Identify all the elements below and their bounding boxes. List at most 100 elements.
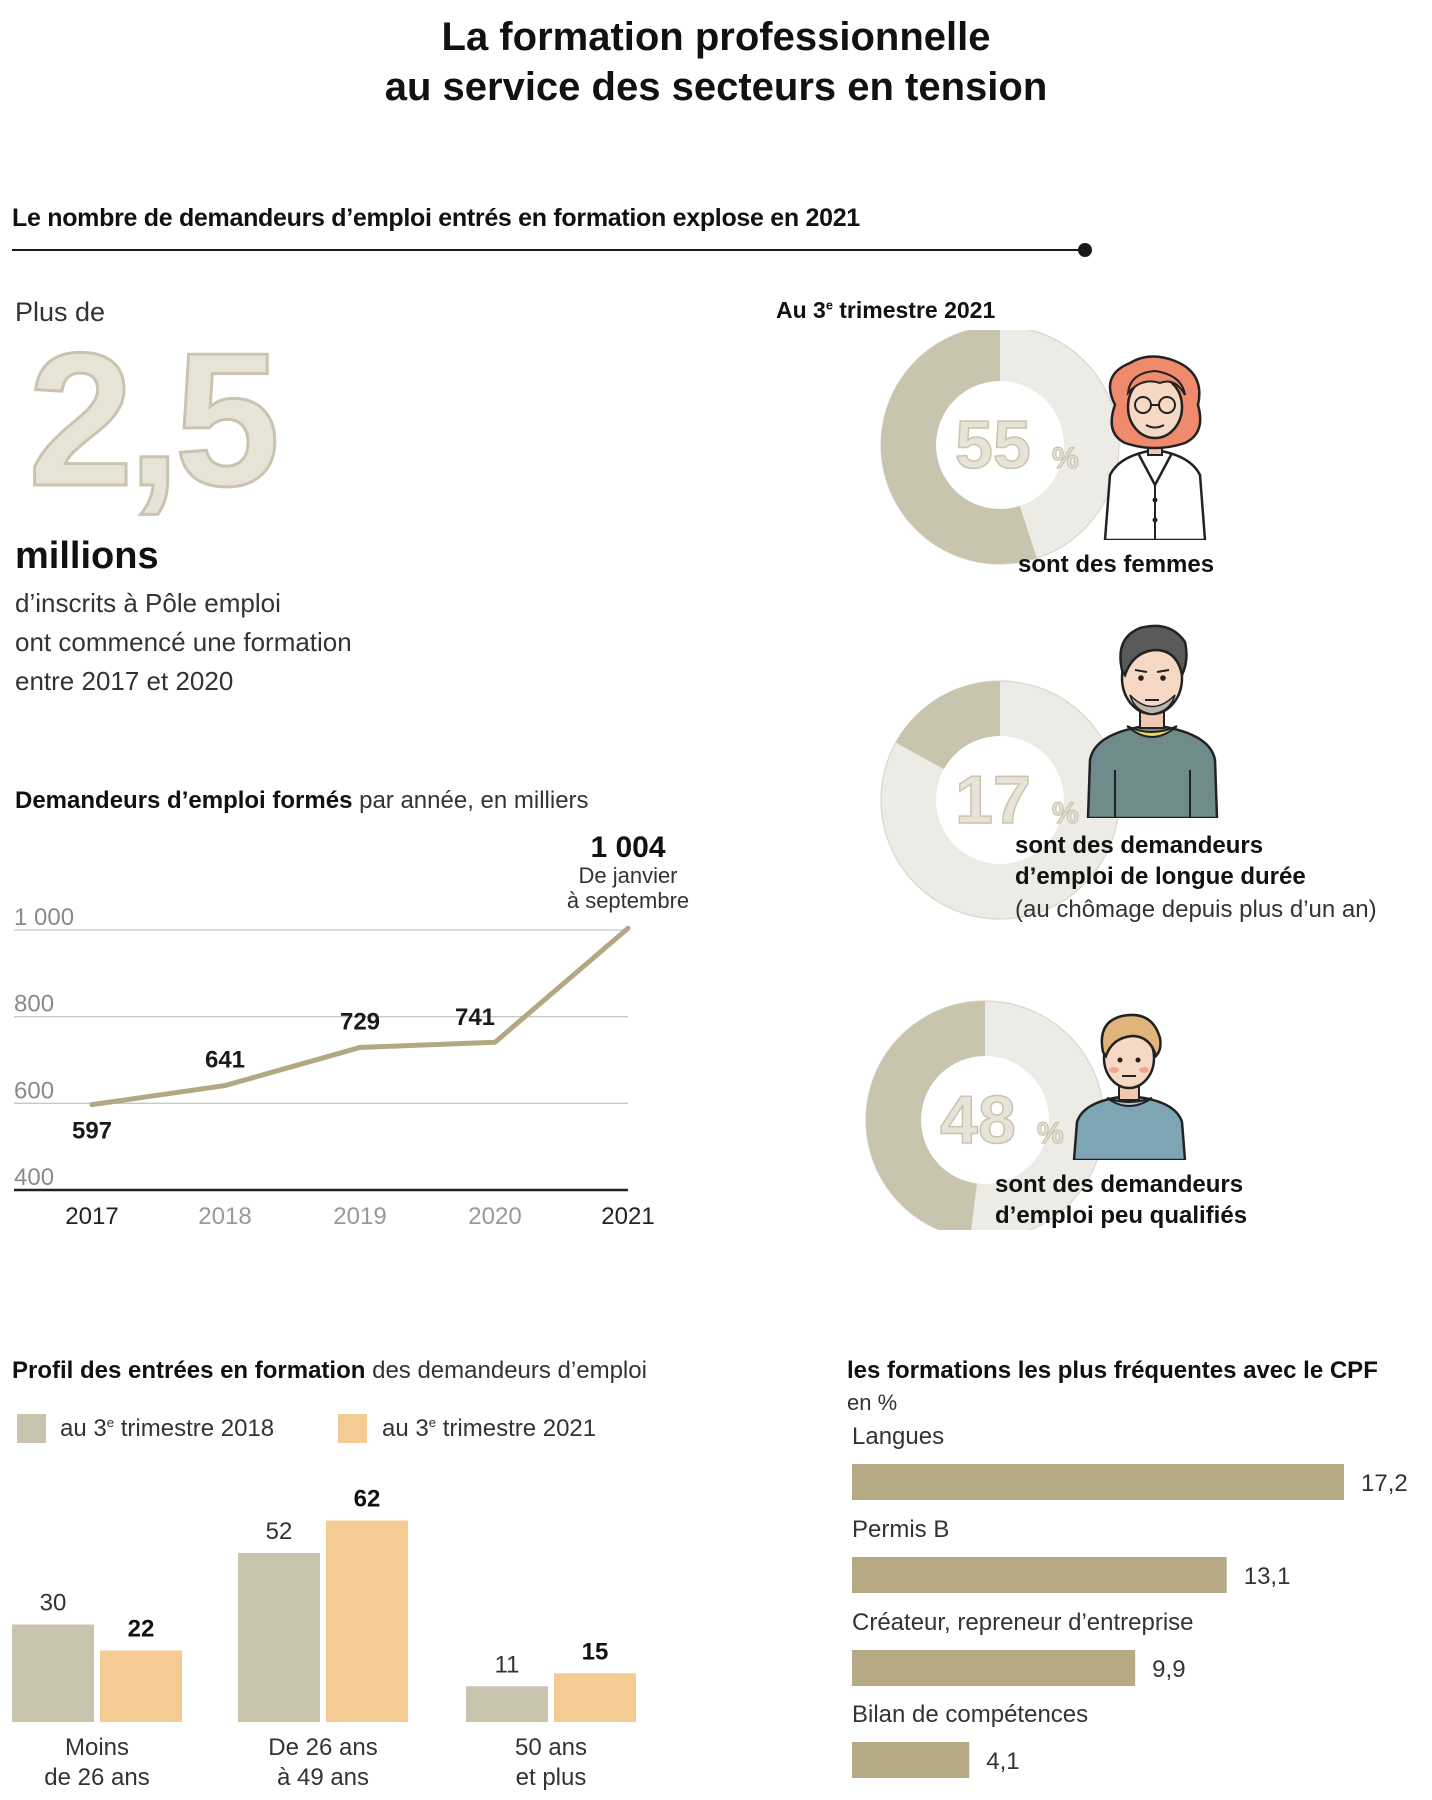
legend-2021-rest: trimestre 2021 <box>436 1415 597 1442</box>
bar-value-2-series-2: 62 <box>354 1486 381 1513</box>
bar-3-series-2 <box>554 1673 636 1722</box>
title-line-1: La formation professionnelle <box>441 15 991 59</box>
donut-2-caption-sub: (au chômage depuis plus d’un an) <box>1015 896 1377 923</box>
legend-label-2018: au 3e trimestre 2018 <box>60 1415 274 1443</box>
x-tick-label-2017: 2017 <box>65 1203 118 1230</box>
donut-heading: Au 3e trimestre 2021 <box>776 297 995 324</box>
cpf-value-4: 4,1 <box>986 1748 1019 1775</box>
annotation-line-1: De janvier <box>578 863 677 888</box>
section-heading: Le nombre de demandeurs d’emploi entrés … <box>12 204 860 232</box>
cpf-bar-2 <box>852 1557 1227 1593</box>
donut-1-slice <box>881 330 1037 564</box>
donut-1-value: 55 <box>955 407 1031 483</box>
donut-3-value: 48 <box>940 1082 1016 1158</box>
donut-2-slice <box>895 681 1000 770</box>
cpf-label-4: Bilan de compétences <box>852 1701 1089 1728</box>
headline-unit: millions <box>15 535 159 577</box>
line-chart-title: Demandeurs d’emploi formés par année, en… <box>15 787 589 815</box>
category-label-3-line-1: 50 ans <box>515 1734 587 1761</box>
man-low-qualified-illustration-icon <box>1072 1013 1187 1160</box>
line-point-2017 <box>89 1102 95 1108</box>
value-label-2021: 1 004 <box>590 831 665 864</box>
cpf-label-1: Langues <box>852 1423 945 1450</box>
legend-2018-sup: e <box>106 1415 115 1430</box>
donut-3-caption-line-1: sont des demandeurs <box>995 1171 1243 1198</box>
line-point-2018 <box>222 1083 228 1088</box>
y-tick-label-800: 800 <box>14 991 54 1018</box>
x-tick-label-2019: 2019 <box>333 1203 386 1230</box>
category-label-1-line-1: Moins <box>65 1734 129 1761</box>
donut-1-unit: % <box>1052 442 1079 475</box>
legend-2021-sup: e <box>428 1415 437 1430</box>
legend-2018-rest: trimestre 2018 <box>114 1415 275 1442</box>
value-label-2017: 597 <box>72 1118 112 1145</box>
bar-value-3-series-2: 15 <box>582 1638 609 1665</box>
bar-1-series-2 <box>100 1650 182 1722</box>
line-point-2019 <box>357 1045 363 1050</box>
y-tick-label-1000: 1 000 <box>14 904 74 931</box>
bar-value-2-series-1: 52 <box>266 1518 293 1545</box>
cpf-value-3: 9,9 <box>1152 1656 1185 1683</box>
donut-3-caption-line-2: d’emploi peu qualifiés <box>995 1202 1247 1229</box>
profile-chart-title-bold: Profil des entrées en formation <box>12 1357 366 1384</box>
y-tick-label-600: 600 <box>14 1077 54 1104</box>
donut-heading-sup: e <box>825 298 833 313</box>
donut-heading-rest: trimestre 2021 <box>832 297 996 323</box>
bar-value-3-series-1: 11 <box>495 1651 520 1678</box>
bar-3-series-1 <box>466 1686 548 1722</box>
donut-3-slice <box>866 1001 985 1230</box>
bar-value-1-series-2: 22 <box>128 1616 155 1643</box>
cpf-bar-3 <box>852 1650 1136 1686</box>
profile-bar-chart: 30 22 Moins de 26 ans 52 62 De 26 ans à 49 ans 1… <box>12 1486 636 1790</box>
donut-2-caption-line-1: sont des demandeurs <box>1015 832 1263 859</box>
cpf-chart-subtitle: en % <box>847 1390 898 1415</box>
cpf-chart-title: les formations les plus fréquentes avec … <box>847 1357 1378 1384</box>
x-tick-label-2021: 2021 <box>601 1203 654 1230</box>
section-rule-dot <box>1078 243 1092 257</box>
value-label-2019: 729 <box>340 1008 380 1035</box>
cpf-bar-chart: 17,2 13,1 9,9 4,1 <box>852 1464 1408 1778</box>
line-chart: 400 600 800 1 000 2017 2018 2019 2020 2021 597 641… <box>14 831 689 1230</box>
cpf-label-3: Créateur, repreneur d’entreprise <box>852 1609 1194 1636</box>
legend-label-2021: au 3e trimestre 2021 <box>382 1415 596 1443</box>
line-chart-title-rest: par année, en milliers <box>359 787 589 814</box>
page-title: La formation professionnelle au service … <box>0 12 1432 112</box>
legend-swatch-2018 <box>17 1414 46 1443</box>
woman-illustration-icon <box>1103 355 1207 540</box>
bar-2-series-1 <box>238 1553 320 1722</box>
headline-description: d’inscrits à Pôle emploi ont commencé un… <box>15 584 455 701</box>
category-label-2-line-1: De 26 ans <box>268 1734 377 1761</box>
bar-value-1-series-1: 30 <box>40 1590 67 1617</box>
cpf-value-2: 13,1 <box>1244 1563 1291 1590</box>
man-long-term-illustration-icon <box>1086 624 1219 818</box>
cpf-label-2: Permis B <box>852 1516 950 1543</box>
cpf-bar-4 <box>852 1742 970 1778</box>
annotation-line-2: à septembre <box>567 888 689 913</box>
donut-2-value: 17 <box>955 762 1031 838</box>
value-label-2020: 741 <box>455 1004 495 1031</box>
headline-desc-line-1: d’inscrits à Pôle emploi <box>15 588 281 618</box>
donut-1-caption-line-1: sont des femmes <box>1018 551 1214 578</box>
legend-2021-prefix: au 3 <box>382 1415 429 1442</box>
line-point-2021 <box>625 925 631 931</box>
headline-desc-line-3: entre 2017 et 2020 <box>15 666 234 696</box>
line-chart-title-bold: Demandeurs d’emploi formés <box>15 787 353 814</box>
donut-2-caption-line-2: d’emploi de longue durée <box>1015 863 1306 890</box>
category-label-1-line-2: de 26 ans <box>44 1764 149 1790</box>
x-tick-label-2020: 2020 <box>468 1203 521 1230</box>
category-label-3-line-2: et plus <box>516 1764 587 1790</box>
section-rule <box>12 249 1084 251</box>
value-label-2018: 641 <box>205 1047 245 1074</box>
category-label-2-line-2: à 49 ans <box>277 1764 369 1790</box>
title-line-2: au service des secteurs en tension <box>384 65 1048 109</box>
bar-2-series-2 <box>326 1520 408 1722</box>
donut-2-unit: % <box>1052 797 1079 830</box>
line-point-2020 <box>492 1039 498 1045</box>
profile-chart-title-rest: des demandeurs d’emploi <box>372 1357 647 1384</box>
cpf-value-1: 17,2 <box>1361 1470 1408 1497</box>
headline-number: 2,5 <box>26 314 281 526</box>
legend-2018-prefix: au 3 <box>60 1415 107 1442</box>
legend-swatch-2021 <box>338 1414 367 1443</box>
cpf-bar-1 <box>852 1464 1344 1500</box>
x-tick-label-2018: 2018 <box>198 1203 251 1230</box>
